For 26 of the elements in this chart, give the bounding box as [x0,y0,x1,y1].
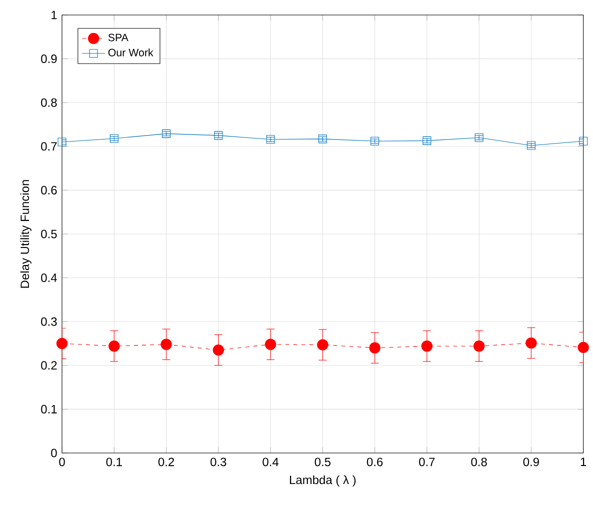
x-tick-label: 0.6 [366,458,383,466]
x-axis-title: Lambda ( λ ) [290,475,356,487]
x-tick-label: 0.2 [158,458,174,466]
y-tick-label: 0.5 [41,230,57,238]
legend-label: SPA [108,34,128,42]
x-tick-label: 0.7 [419,458,435,466]
x-tick-label: 0 [59,458,65,466]
y-tick-label: 0.1 [41,404,57,414]
x-tick-label: 0.5 [314,458,331,466]
y-axis-title: Delay Utility Funcion [20,180,32,288]
y-tick-label: 1 [52,10,57,20]
y-tick-label: 0.4 [41,274,57,282]
y-tick-label: 0.7 [41,142,57,151]
y-tick-label: 0.9 [41,54,57,64]
x-tick-label: 0.8 [471,458,487,466]
y-tick-label: 0.8 [41,98,57,107]
x-tick-label: 1 [580,458,586,466]
x-tick-label: 0.4 [262,458,279,466]
y-tick-label: 0.6 [41,186,57,194]
y-tick-label: 0 [51,448,57,458]
x-tick-label: 0.1 [106,458,122,466]
legend-label: Our Work [108,48,154,56]
y-tick-label: 0.3 [41,317,57,326]
y-tick-label: 0.2 [41,361,57,370]
x-tick-label: 0.9 [523,458,539,466]
x-tick-label: 0.3 [210,458,226,466]
